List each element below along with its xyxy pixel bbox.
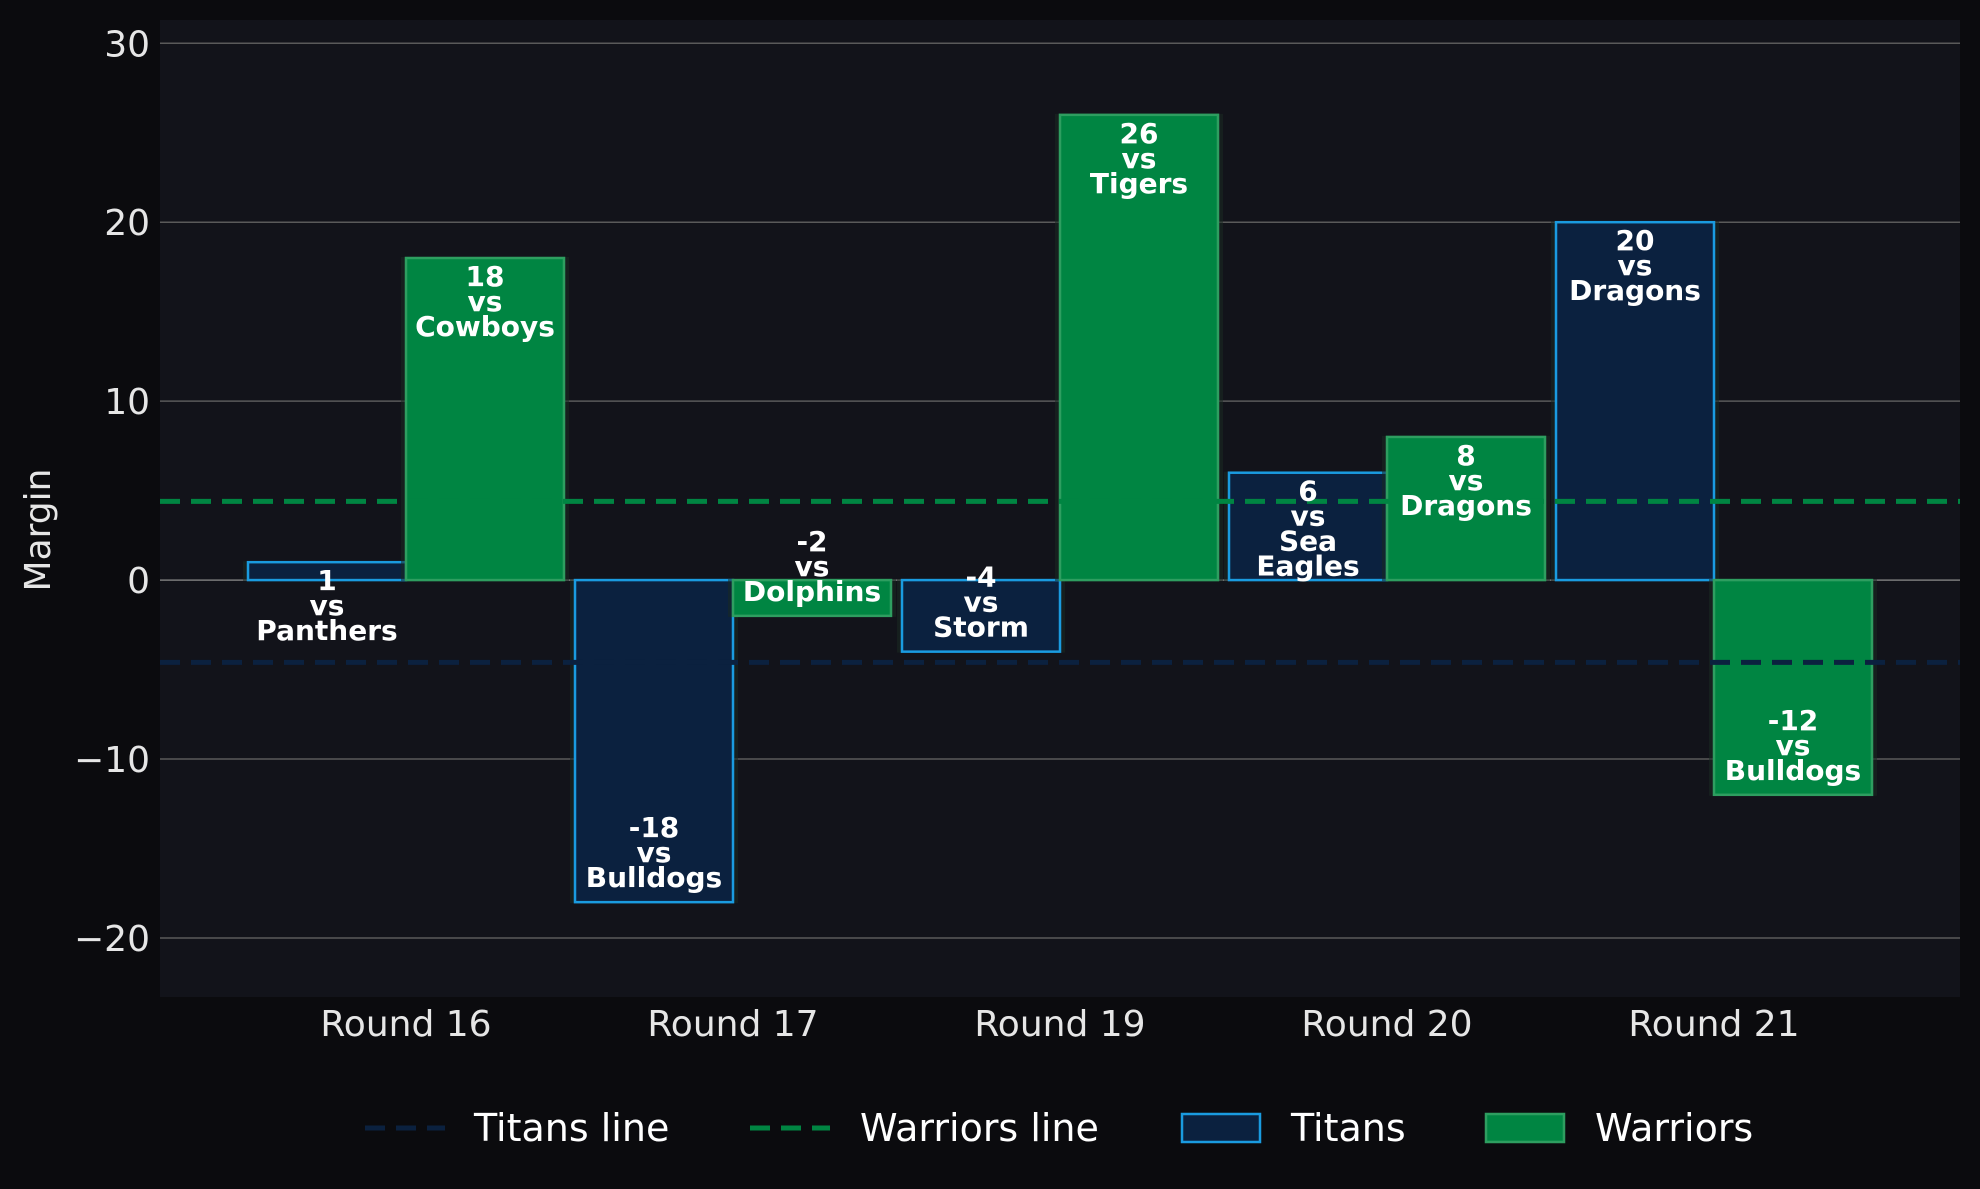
- bar-label-warriors-round-17: -2 vs Dolphins: [743, 525, 881, 608]
- bar-label-titans-round-21: 20 vs Dragons: [1569, 224, 1701, 307]
- legend-label-titans: Titans: [1290, 1106, 1406, 1150]
- bar-label-titans-round-19: -4 vs Storm: [933, 561, 1029, 644]
- y-axis-ticks: −20 −10 0 10 20 30: [74, 24, 150, 960]
- y-tick-label: −20: [74, 919, 150, 960]
- bar-warriors-round-16: [404, 256, 566, 582]
- x-axis-ticks: Round 16 Round 17 Round 19 Round 20 Round 21: [320, 1004, 1799, 1045]
- y-tick-label: 0: [127, 561, 150, 602]
- x-tick-label: Round 19: [974, 1004, 1145, 1045]
- legend: Titans line Warriors line Titans Warriors: [365, 1106, 1753, 1150]
- legend-swatch-titans: [1180, 1112, 1262, 1144]
- bar-warriors-round-17: [731, 578, 893, 618]
- bar-warriors-round-21: [1712, 578, 1874, 797]
- bar-label-warriors-round-16: 18 vs Cowboys: [415, 260, 555, 343]
- legend-swatch-warriors: [1484, 1112, 1566, 1144]
- bar-label-titans-round-16: 1 vs Panthers: [256, 564, 397, 647]
- bar-label-warriors-round-21: -12 vs Bulldogs: [1725, 704, 1861, 787]
- x-tick-label: Round 17: [647, 1004, 818, 1045]
- bar-titans-round-20: [1227, 471, 1389, 582]
- y-tick-label: 20: [104, 203, 150, 244]
- legend-label-titans-line: Titans line: [473, 1106, 669, 1150]
- bar-label-titans-round-20: 6 vs Sea Eagles: [1256, 475, 1359, 583]
- x-tick-label: Round 21: [1628, 1004, 1799, 1045]
- bar-label-warriors-round-20: 8 vs Dragons: [1400, 439, 1532, 522]
- bar-titans-round-19: [900, 578, 1062, 653]
- reference-lines: [160, 498, 1960, 665]
- y-tick-label: −10: [74, 740, 150, 781]
- x-tick-label: Round 16: [320, 1004, 491, 1045]
- bar-label-titans-round-17: -18 vs Bulldogs: [586, 811, 722, 894]
- x-tick-label: Round 20: [1301, 1004, 1472, 1045]
- bars: [243, 113, 1877, 904]
- bar-titans-round-21: [1554, 220, 1716, 582]
- y-tick-label: 30: [104, 24, 150, 65]
- legend-label-warriors-line: Warriors line: [860, 1106, 1099, 1150]
- y-tick-label: 10: [104, 382, 150, 423]
- bar-label-warriors-round-19: 26 vs Tigers: [1090, 117, 1188, 200]
- legend-label-warriors: Warriors: [1595, 1106, 1753, 1150]
- bar-warriors-round-20: [1385, 435, 1547, 582]
- bar-labels: 1 vs Panthers 18 vs Cowboys -18 vs Bulldogs -2 vs D…: [256, 117, 1861, 894]
- y-axis-label: Margin: [18, 469, 59, 592]
- bar-titans-round-17: [573, 578, 735, 904]
